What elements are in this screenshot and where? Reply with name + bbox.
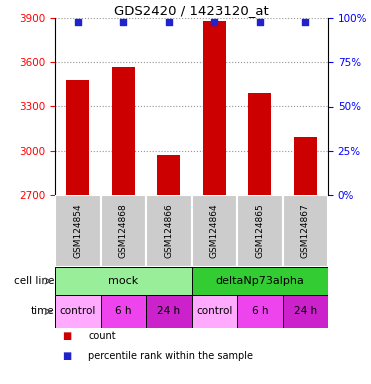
Bar (282, 295, 328, 328)
Point (166, 18, 172, 25)
Text: 24 h: 24 h (157, 306, 180, 316)
Title: GDS2420 / 1423120_at: GDS2420 / 1423120_at (114, 4, 269, 17)
Bar (101, 295, 146, 328)
Bar (55, 267, 191, 295)
Bar (112, 67, 135, 195)
Text: ■: ■ (62, 351, 72, 361)
Text: 6 h: 6 h (252, 306, 268, 316)
Point (75, 18, 81, 25)
Text: 6 h: 6 h (115, 306, 131, 316)
Text: 24 h: 24 h (294, 306, 317, 316)
Bar (237, 195, 282, 267)
Text: ■: ■ (62, 331, 72, 341)
Bar (55, 195, 101, 267)
Bar (203, 21, 226, 195)
Text: GSM124854: GSM124854 (73, 204, 82, 258)
Text: mock: mock (108, 276, 138, 286)
Bar (66, 80, 89, 195)
Bar (55, 295, 101, 328)
Text: cell line: cell line (14, 276, 54, 286)
Text: GSM124865: GSM124865 (255, 204, 264, 258)
Point (120, 18, 126, 25)
Text: GSM124866: GSM124866 (164, 204, 173, 258)
Bar (146, 295, 191, 328)
Text: control: control (60, 306, 96, 316)
Text: GSM124868: GSM124868 (119, 204, 128, 258)
Bar (237, 295, 282, 328)
Bar (191, 295, 237, 328)
Text: GSM124867: GSM124867 (301, 204, 310, 258)
Text: deltaNp73alpha: deltaNp73alpha (215, 276, 304, 286)
Bar (101, 195, 146, 267)
Bar (191, 195, 237, 267)
Text: control: control (196, 306, 233, 316)
Text: percentile rank within the sample: percentile rank within the sample (88, 351, 253, 361)
Text: GSM124864: GSM124864 (210, 204, 219, 258)
Bar (146, 195, 191, 267)
Text: time: time (30, 306, 54, 316)
Bar (157, 155, 180, 195)
Bar (191, 267, 328, 295)
Point (257, 18, 263, 25)
Bar (294, 137, 316, 195)
Text: count: count (88, 331, 116, 341)
Bar (282, 195, 328, 267)
Bar (248, 93, 271, 195)
Point (211, 18, 217, 25)
Point (302, 18, 308, 25)
